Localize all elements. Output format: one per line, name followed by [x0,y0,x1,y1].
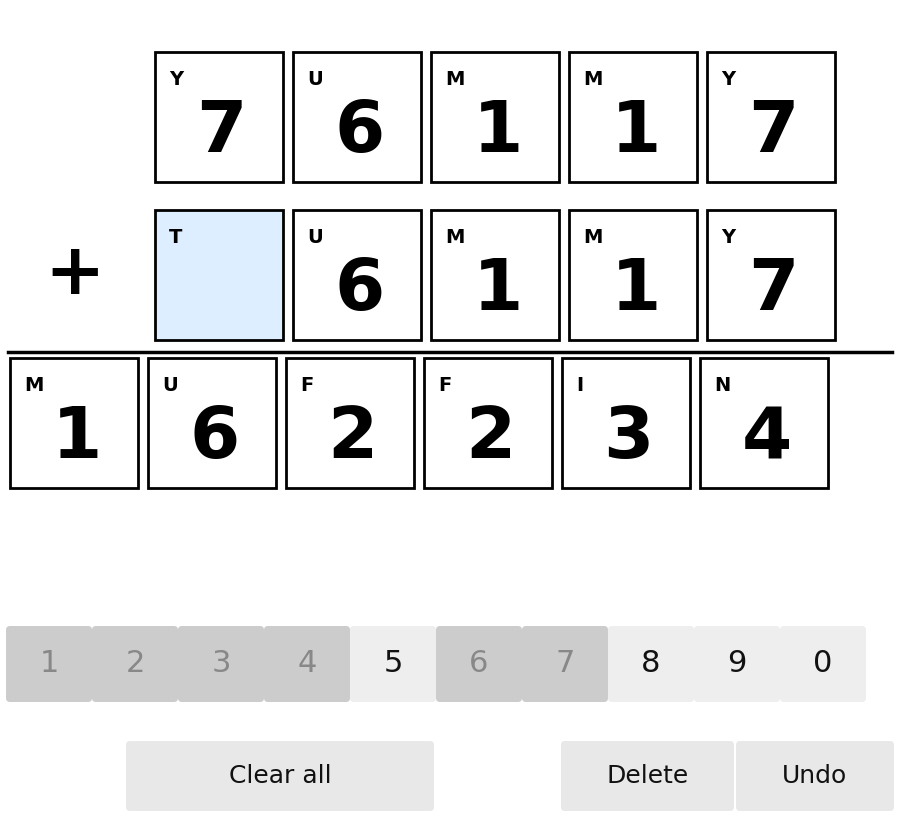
Text: F: F [300,376,313,395]
Text: 8: 8 [641,649,661,679]
Bar [707,210,835,340]
Text: 7: 7 [196,98,247,167]
Text: 7: 7 [749,98,798,167]
FancyBboxPatch shape [350,626,436,702]
Bar [148,358,276,488]
Text: Clear all: Clear all [229,764,331,788]
Bar [562,358,690,488]
FancyBboxPatch shape [6,626,92,702]
Text: M: M [24,376,43,395]
FancyBboxPatch shape [178,626,264,702]
Text: Y: Y [721,70,735,89]
Text: 1: 1 [40,649,58,679]
Text: 6: 6 [335,98,384,167]
Text: +: + [45,241,105,309]
Text: 1: 1 [472,256,523,325]
Text: 5: 5 [383,649,402,679]
Bar [431,210,559,340]
Text: 1: 1 [51,404,102,473]
Text: M: M [445,228,464,247]
FancyBboxPatch shape [694,626,780,702]
Text: 7: 7 [555,649,575,679]
Text: 6: 6 [335,256,384,325]
Bar [700,358,828,488]
Text: U: U [162,376,178,395]
Text: 1: 1 [610,98,661,167]
FancyBboxPatch shape [608,626,694,702]
Bar [286,358,414,488]
Text: 2: 2 [125,649,145,679]
FancyBboxPatch shape [780,626,866,702]
Text: 9: 9 [727,649,747,679]
Bar [569,210,697,340]
Text: 3: 3 [603,404,653,473]
Text: 4: 4 [297,649,317,679]
Text: 0: 0 [814,649,832,679]
FancyBboxPatch shape [522,626,608,702]
Bar [569,52,697,182]
FancyBboxPatch shape [126,741,434,811]
Text: 7: 7 [749,256,798,325]
Bar [293,52,421,182]
FancyBboxPatch shape [436,626,522,702]
Text: U: U [307,70,323,89]
Text: Y: Y [169,70,183,89]
Bar [293,210,421,340]
Text: M: M [583,228,602,247]
FancyBboxPatch shape [264,626,350,702]
Bar [10,358,138,488]
Text: 6: 6 [189,404,239,473]
Text: U: U [307,228,323,247]
Text: I: I [576,376,583,395]
Bar [155,210,283,340]
Bar [431,52,559,182]
Text: M: M [445,70,464,89]
FancyBboxPatch shape [561,741,734,811]
Text: Delete: Delete [607,764,688,788]
Text: 4: 4 [742,404,792,473]
Text: Y: Y [721,228,735,247]
Text: 2: 2 [328,404,378,473]
Text: F: F [438,376,451,395]
Bar [707,52,835,182]
Text: 6: 6 [469,649,489,679]
Text: T: T [169,228,183,247]
Text: 1: 1 [610,256,661,325]
Text: Undo: Undo [782,764,848,788]
Text: 1: 1 [472,98,523,167]
Text: N: N [714,376,730,395]
FancyBboxPatch shape [736,741,894,811]
Text: 3: 3 [212,649,230,679]
Text: M: M [583,70,602,89]
Bar [424,358,552,488]
Text: 2: 2 [465,404,516,473]
FancyBboxPatch shape [92,626,178,702]
Bar [155,52,283,182]
